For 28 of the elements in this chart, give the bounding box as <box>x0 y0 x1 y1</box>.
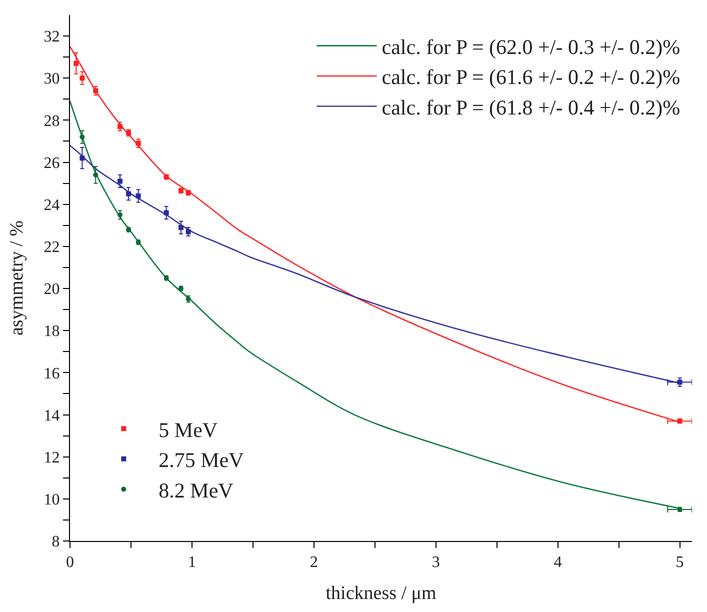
x-tick-label: 5 <box>676 554 684 572</box>
x-tick-label: 0 <box>66 554 74 572</box>
y-tick-label: 18 <box>44 323 60 340</box>
y-tick-label: 28 <box>44 112 60 130</box>
legend-label: calc. for P = (62.0 +/- 0.3 +/- 0.2)% <box>382 34 680 59</box>
y-tick-label: 20 <box>44 281 60 298</box>
x-tick-label: 2 <box>310 554 318 572</box>
x-axis-title: thickness / μm <box>326 583 436 604</box>
y-tick-label: 16 <box>44 365 60 382</box>
y-tick-label: 12 <box>44 449 60 466</box>
point <box>677 380 682 385</box>
x-tick-label: 3 <box>432 554 440 572</box>
legend-label: 8.2 MeV <box>158 478 234 502</box>
y-tick-label: 8 <box>52 534 60 551</box>
y-axis-title: asymmetry / % <box>6 220 28 336</box>
y-tick-label: 10 <box>44 492 60 509</box>
x-tick-label: 4 <box>554 554 562 572</box>
y-tick-label: 22 <box>44 239 60 256</box>
legend-label: 5 MeV <box>158 418 218 442</box>
legend-label: calc. for P = (61.8 +/- 0.4 +/- 0.2)% <box>382 95 680 120</box>
y-tick-label: 24 <box>44 196 60 214</box>
y-tick-label: 14 <box>44 407 60 424</box>
x-tick-label: 1 <box>188 554 196 572</box>
y-tick-label: 30 <box>44 70 60 88</box>
legend-label: calc. for P = (61.6 +/- 0.2 +/- 0.2)% <box>382 65 680 90</box>
y-tick-label: 32 <box>44 28 60 46</box>
legend-label: 2.75 MeV <box>158 448 244 472</box>
y-tick-label: 26 <box>44 154 60 172</box>
